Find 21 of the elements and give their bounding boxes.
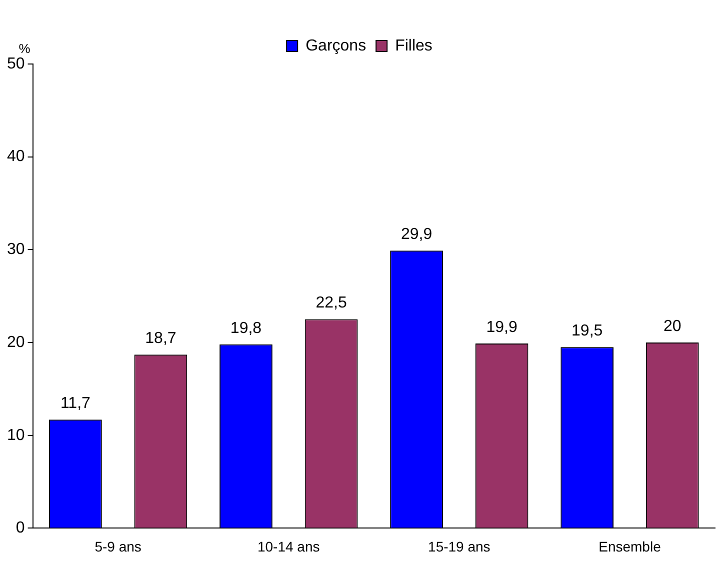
data-label: 11,7 bbox=[60, 394, 91, 412]
x-tick-label: 5-9 ans bbox=[94, 538, 142, 554]
x-tick-label: 10-14 ans bbox=[257, 538, 320, 554]
data-label: 22,5 bbox=[316, 294, 347, 312]
data-label: 29,9 bbox=[400, 226, 432, 244]
x-tick-label: Ensemble bbox=[598, 538, 662, 554]
legend-label: Filles bbox=[395, 37, 432, 54]
data-label: 20 bbox=[663, 318, 682, 335]
y-tick-label: 50 bbox=[7, 55, 25, 72]
y-tick-label: 30 bbox=[7, 241, 25, 258]
y-tick-label: 40 bbox=[7, 148, 25, 166]
data-label: 19,5 bbox=[572, 322, 603, 340]
legend-label: Garçons bbox=[306, 37, 366, 54]
data-label: 18,7 bbox=[145, 330, 176, 347]
y-tick-label: 10 bbox=[7, 426, 25, 444]
y-axis-title: % bbox=[18, 41, 31, 56]
data-label: 19,8 bbox=[230, 320, 262, 337]
data-label: 19,9 bbox=[486, 318, 518, 336]
y-tick-label: 0 bbox=[16, 520, 25, 537]
x-tick-label: 15-19 ans bbox=[428, 538, 490, 554]
y-tick-label: 20 bbox=[7, 334, 25, 351]
